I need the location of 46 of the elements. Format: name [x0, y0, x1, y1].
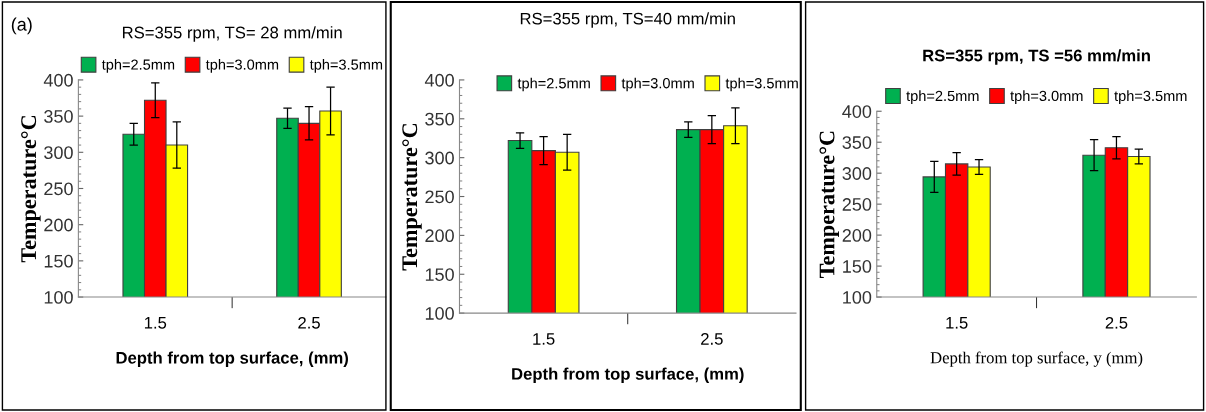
x-axis-title: Depth from top surface, (mm)	[116, 351, 349, 368]
y-tick-label: 250	[425, 190, 454, 204]
legend-label: tph=3.5mm	[725, 77, 798, 92]
y-axis-title: Temperature°C	[402, 124, 422, 271]
y-tick-label: 400	[842, 105, 872, 118]
chart-title: RS=355 rpm, TS= 28 mm/min	[122, 26, 342, 42]
x-tick-label: 2.5	[701, 333, 723, 345]
y-tick-label: 400	[424, 73, 454, 87]
y-tick-label: 300	[842, 167, 872, 180]
y-tick-label: 250	[44, 182, 73, 196]
x-tick-label: 2.5	[298, 316, 320, 329]
y-axis-title: Temperature°C	[21, 115, 41, 263]
y-tick-label: 350	[44, 110, 73, 123]
y-tick-label: 200	[842, 229, 872, 242]
chart-title: RS=355 rpm, TS=40 mm/min	[520, 12, 735, 28]
legend-label: tph=3.0mm	[621, 77, 694, 92]
y-tick-label: 300	[425, 151, 454, 165]
y-tick-label: 350	[425, 112, 454, 126]
y-tick-label: 300	[44, 146, 73, 160]
legend-label: tph=2.5mm	[101, 59, 175, 73]
y-axis-title: Temperature°C	[819, 131, 839, 278]
chart-title: RS=355 rpm, TS =56 mm/min	[923, 49, 1150, 65]
y-tick-label: 400	[43, 73, 73, 87]
legend-label: tph=2.5mm	[906, 90, 979, 104]
legend-label: tph=3.0mm	[1010, 90, 1083, 104]
x-axis-title: Depth from top surface, (mm)	[512, 367, 744, 384]
y-tick-label: 200	[425, 229, 454, 243]
y-tick-label: 150	[44, 254, 73, 268]
y-tick-label: 100	[44, 290, 73, 304]
x-tick-label: 2.5	[1105, 316, 1128, 329]
legend-label: tph=3.5mm	[309, 59, 383, 73]
y-tick-label: 150	[425, 268, 454, 281]
y-tick-label: 150	[843, 260, 872, 273]
x-axis-title: Depth from top surface, y (mm)	[930, 351, 1143, 367]
y-tick-label: 200	[44, 218, 73, 232]
legend-label: tph=3.0mm	[205, 59, 279, 73]
y-tick-label: 100	[843, 290, 872, 304]
legend-label: tph=3.5mm	[1114, 90, 1187, 104]
legend-label: tph=2.5mm	[517, 77, 590, 92]
x-tick-label: 1.5	[144, 317, 167, 329]
y-tick-label: 250	[842, 198, 872, 211]
y-tick-label: 100	[425, 307, 454, 320]
text: (a)	[11, 17, 32, 35]
x-tick-label: 1.5	[946, 317, 968, 329]
x-tick-label: 1.5	[533, 333, 555, 345]
y-tick-label: 350	[842, 136, 872, 149]
